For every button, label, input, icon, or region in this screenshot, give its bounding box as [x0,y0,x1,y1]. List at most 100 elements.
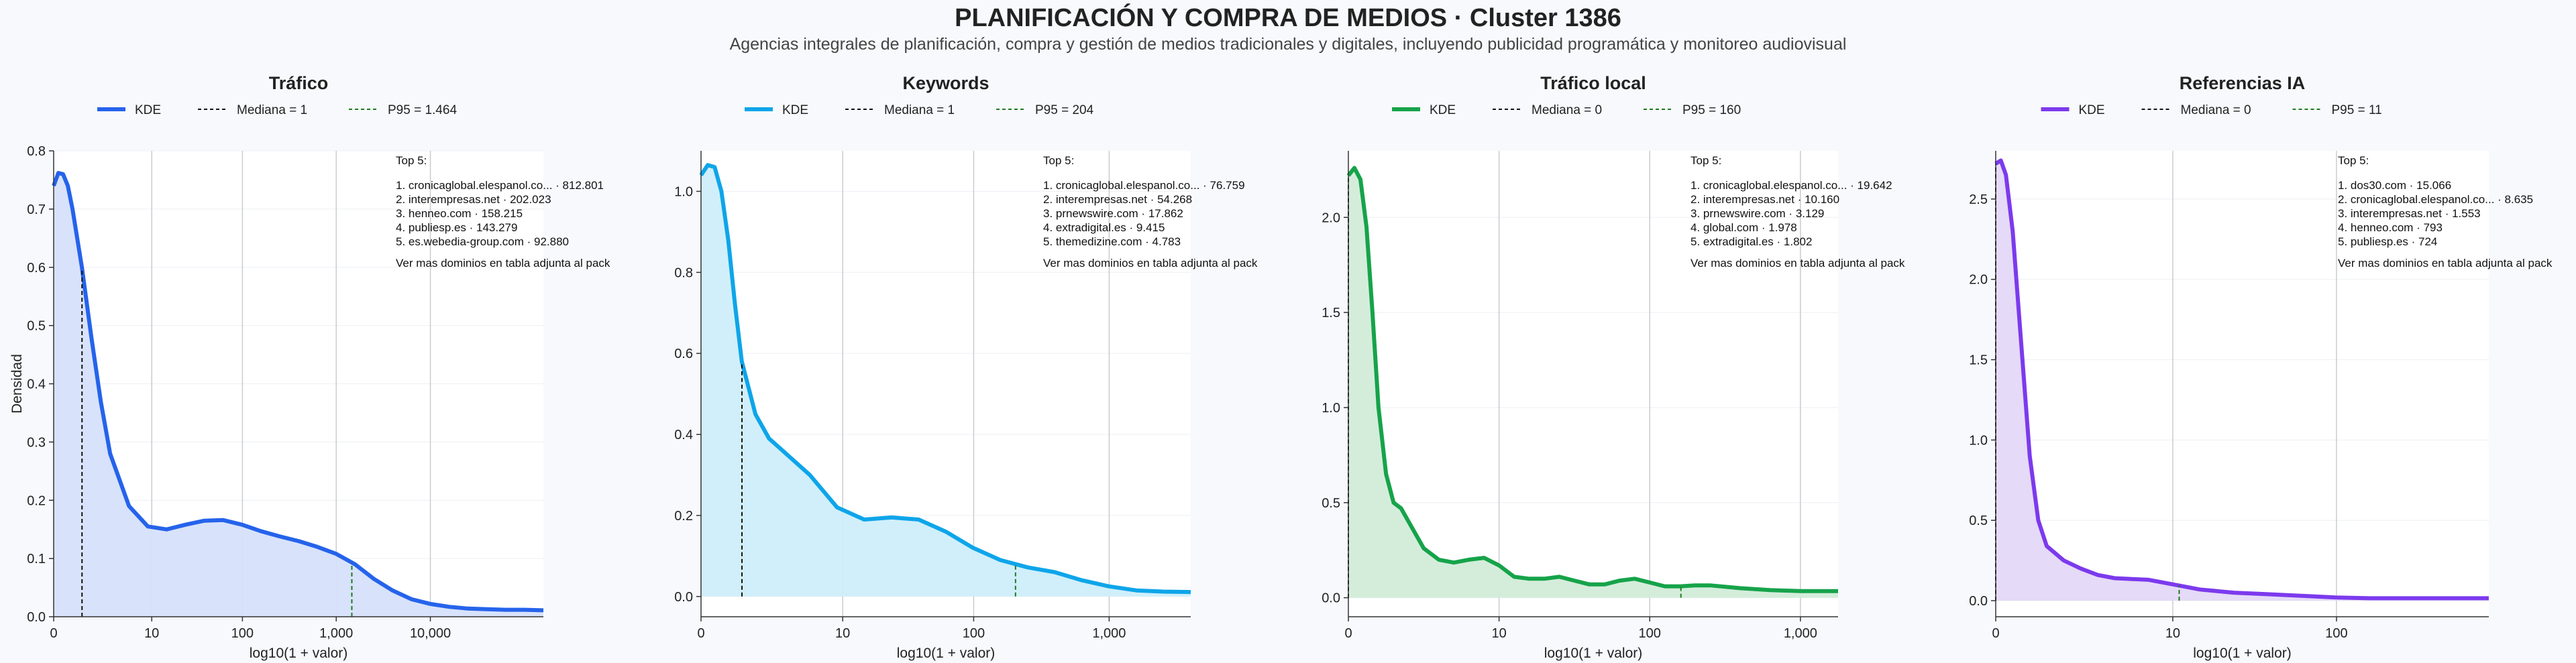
x-axis-label: log10(1 + valor) [2193,646,2292,661]
y-tick-label: 0.8 [27,144,46,159]
top5-annotation: Top 5: 1. cronicaglobal.elespanol.co... ·… [1690,154,1905,269]
legend-kde-label: KDE [135,103,161,117]
top5-item: 3. interempresas.net · 1.553 [2338,207,2481,220]
legend-p95-label: P95 = 204 [1035,103,1094,117]
legend-kde-label: KDE [782,103,808,117]
top5-item: 1. cronicaglobal.elespanol.co... · 76.75… [1043,179,1245,192]
x-axis-label: log10(1 + valor) [1544,646,1643,661]
legend: KDE Mediana = 0 P95 = 11 [2041,103,2382,117]
plot-area [1348,151,1838,617]
x-tick-label: 0 [697,626,704,641]
y-tick-label: 0.4 [674,428,693,442]
top5-title: Top 5: [1690,154,1721,167]
y-tick-label: 2.0 [1969,273,1988,288]
top5-note: Ver mas dominios en tabla adjunta al pac… [1043,257,1258,269]
top5-item: 5. es.webedia-group.com · 92.880 [396,235,569,248]
top5-item: 5. extradigital.es · 1.802 [1690,235,1812,248]
kde-line [699,163,1191,595]
y-tick-label: 2.0 [1322,210,1340,225]
x-tick-label: 0 [1992,626,1999,641]
x-tick-label: 0 [1344,626,1352,641]
y-tick-label: 0.5 [1969,514,1988,528]
y-tick-label: 0.0 [674,590,693,605]
top5-annotation: Top 5: 1. cronicaglobal.elespanol.co... ·… [396,154,610,269]
kde-fill [1996,160,2489,601]
top5-title: Top 5: [1043,154,1074,167]
legend-median-label: Mediana = 0 [1532,103,1602,117]
top5-annotation: Top 5: 1. cronicaglobal.elespanol.co... ·… [1043,154,1258,269]
top5-note: Ver mas dominios en tabla adjunta al pac… [2338,257,2553,269]
top5-item: 2. interempresas.net · 202.023 [396,193,551,206]
y-tick-label: 0.0 [1322,591,1340,606]
top5-title: Top 5: [2338,154,2369,167]
top5-item: 1. cronicaglobal.elespanol.co... · 19.64… [1690,179,1892,192]
y-tick-label: 0.2 [674,509,693,524]
y-tick-label: 0.0 [27,610,46,625]
x-axis-label: log10(1 + valor) [250,646,348,661]
panel-title: Keywords [902,73,989,93]
y-tick-label: 0.8 [674,265,693,280]
top5-item: 2. interempresas.net · 10.160 [1690,193,1839,206]
chart-panel-2: Tráfico local KDE Mediana = 0 P95 = 160 0.0 0… [1322,73,1905,661]
y-axis-label: Densidad [9,354,25,414]
legend-kde-label: KDE [2079,103,2105,117]
y-tick-label: 0.4 [27,377,46,392]
top5-item: 4. extradigital.es · 9.415 [1043,221,1165,234]
y-tick-label: 2.5 [1969,192,1988,207]
y-tick-label: 0.5 [1322,496,1340,511]
legend: KDE Mediana = 1 P95 = 1.464 [97,103,457,117]
x-tick-label: 100 [1639,626,1661,641]
legend-p95-label: P95 = 1.464 [388,103,457,117]
y-tick-label: 0.6 [27,261,46,276]
top5-item: 3. henneo.com · 158.215 [396,207,523,220]
top5-item: 2. interempresas.net · 54.268 [1043,193,1192,206]
x-tick-label: 10 [1491,626,1506,641]
legend: KDE Mediana = 0 P95 = 160 [1392,103,1741,117]
x-tick-label: 10,000 [410,626,451,641]
legend-median-label: Mediana = 1 [884,103,955,117]
x-tick-label: 0 [50,626,57,641]
panel-title: Tráfico [269,73,329,93]
x-tick-label: 10 [144,626,159,641]
top5-note: Ver mas dominios en tabla adjunta al pac… [1690,257,1905,269]
y-tick-label: 0.2 [27,493,46,508]
legend-p95-label: P95 = 11 [2332,103,2382,117]
legend-p95-label: P95 = 160 [1682,103,1741,117]
x-tick-label: 10 [835,626,850,641]
chart-panel-3: Referencias IA KDE Mediana = 0 P95 = 11 0.0 0… [1969,73,2553,661]
plot-area [1996,151,2489,617]
legend: KDE Mediana = 1 P95 = 204 [745,103,1094,117]
x-tick-label: 100 [2325,626,2347,641]
x-tick-label: 1,000 [1092,626,1126,641]
kde-fill [1348,168,1838,598]
y-tick-label: 0.7 [27,202,46,217]
y-tick-label: 1.5 [1322,306,1340,320]
y-tick-label: 0.5 [27,319,46,334]
top5-item: 5. themedizine.com · 4.783 [1043,235,1181,248]
x-tick-label: 100 [231,626,254,641]
page-subtitle: Agencias integrales de planificación, co… [729,35,1847,54]
panel-title: Tráfico local [1540,73,1646,93]
top5-item: 1. cronicaglobal.elespanol.co... · 812.8… [396,179,604,192]
chart-panel-0: Tráfico KDE Mediana = 1 P95 = 1.464 0.0 0.1 0.… [9,73,610,661]
legend-median-label: Mediana = 1 [237,103,307,117]
kde-line [52,171,544,613]
top5-item: 2. cronicaglobal.elespanol.co... · 8.635 [2338,193,2533,206]
page-title: PLANIFICACIÓN Y COMPRA DE MEDIOS · Clust… [955,4,1621,32]
y-tick-label: 1.0 [1969,433,1988,448]
panel-title: Referencias IA [2180,73,2306,93]
legend-median-label: Mediana = 0 [2181,103,2251,117]
x-tick-label: 1,000 [319,626,353,641]
kde-line [1994,158,2489,601]
kde-line [1346,166,1838,593]
top5-item: 5. publiesp.es · 724 [2338,235,2437,248]
top5-title: Top 5: [396,154,427,167]
y-tick-label: 1.0 [1322,401,1340,416]
chart-panel-1: Keywords KDE Mediana = 1 P95 = 204 0.0 0.2 0.4… [674,73,1258,661]
top5-item: 1. dos30.com · 15.066 [2338,179,2451,192]
x-tick-label: 1,000 [1784,626,1817,641]
y-tick-label: 0.1 [27,552,46,566]
y-tick-label: 1.0 [674,184,693,199]
